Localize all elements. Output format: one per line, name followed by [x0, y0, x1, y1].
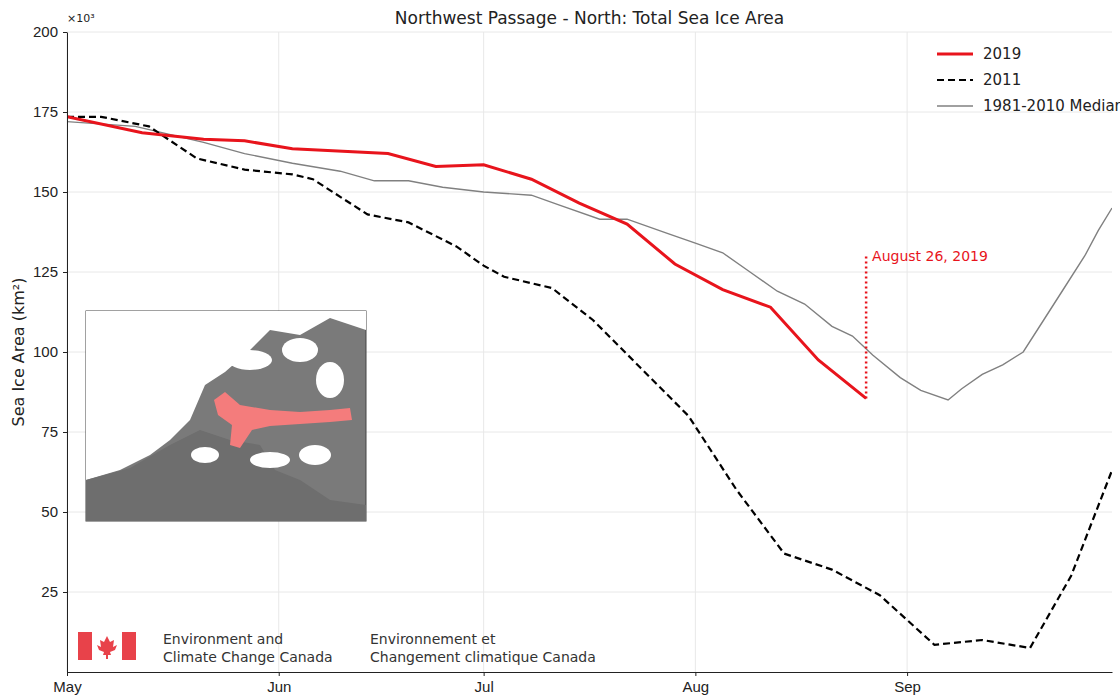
- tick: 125: [33, 263, 67, 280]
- chart: 25 50 75 100 125 150 175 200 May Jun Jul Aug Sep Nort…: [0, 0, 1120, 700]
- grid-line: [67, 112, 1112, 113]
- series-line: [67, 117, 1112, 648]
- legend-label: 2019: [983, 45, 1021, 63]
- tick: Aug: [683, 672, 710, 695]
- legend-label: 1981-2010 Median: [983, 97, 1120, 115]
- x-axis: May Jun Jul Aug Sep: [53, 672, 1112, 695]
- footer: Environment and Climate Change Canada Envi…: [78, 631, 596, 665]
- flag-bar: [122, 632, 136, 660]
- tick-label: Sep: [894, 678, 921, 695]
- tick-label: Jul: [475, 678, 494, 695]
- tick-mark: [63, 352, 67, 353]
- legend-swatch: [937, 79, 973, 81]
- annotation-line: [865, 256, 868, 398]
- inset-map: [86, 311, 366, 521]
- tick: 100: [33, 343, 67, 360]
- tick-label: 150: [33, 183, 58, 200]
- maple-leaf: [97, 636, 117, 659]
- map-water: [282, 338, 318, 362]
- tick: 25: [41, 583, 67, 600]
- tick-mark: [279, 672, 280, 676]
- map-water: [191, 447, 219, 463]
- y-axis: 25 50 75 100 125 150 175 200: [33, 23, 68, 672]
- tick: 75: [41, 423, 67, 440]
- tick-mark: [63, 592, 67, 593]
- series-line: [67, 117, 866, 399]
- tick-label: 75: [41, 423, 58, 440]
- series-line: [67, 122, 1112, 400]
- tick: Sep: [894, 672, 921, 695]
- map-water: [299, 445, 331, 465]
- tick-label: 175: [33, 103, 58, 120]
- grid-line: [67, 192, 1112, 193]
- tick-label: 25: [41, 583, 58, 600]
- tick: Jul: [475, 672, 494, 695]
- grid-line: [67, 32, 1112, 33]
- tick-mark: [63, 272, 67, 273]
- tick-mark: [695, 672, 696, 676]
- grid-line: [67, 592, 1112, 593]
- legend-label: 2011: [983, 71, 1021, 89]
- legend-swatch: [937, 53, 973, 56]
- axis-line: [68, 672, 1113, 673]
- legend-swatch: [937, 105, 973, 106]
- footer-text: Changement climatique Canada: [370, 649, 596, 665]
- axis-line: [67, 33, 68, 673]
- tick: 50: [41, 503, 67, 520]
- tick-mark: [63, 32, 67, 33]
- map-water: [228, 350, 272, 370]
- grid-line: [67, 272, 1112, 273]
- map-water: [250, 452, 290, 468]
- y-scale-label: ×10³: [67, 12, 95, 25]
- annotation-text: August 26, 2019: [872, 248, 988, 264]
- title: Northwest Passage - North: Total Sea Ice…: [395, 8, 784, 28]
- flag-bar: [78, 632, 92, 660]
- tick: 175: [33, 103, 67, 120]
- tick: 150: [33, 183, 67, 200]
- tick-mark: [907, 672, 908, 676]
- tick-label: 50: [41, 503, 58, 520]
- map-passage: [214, 392, 352, 448]
- footer-text: Climate Change Canada: [163, 649, 333, 665]
- tick-mark: [63, 192, 67, 193]
- footer-text: Environment and: [163, 631, 283, 647]
- tick-label: May: [53, 678, 82, 695]
- tick-mark: [63, 112, 67, 113]
- tick: Jun: [267, 672, 291, 695]
- footer-text: Environnement et: [370, 631, 496, 647]
- tick: May: [53, 672, 82, 695]
- tick-mark: [484, 672, 485, 676]
- lines: [67, 117, 1112, 648]
- tick-mark: [63, 512, 67, 513]
- tick-label: 100: [33, 343, 58, 360]
- tick-label: 125: [33, 263, 58, 280]
- grid: [67, 32, 1112, 672]
- tick-mark: [63, 432, 67, 433]
- annotation: August 26, 2019: [866, 248, 988, 398]
- map-water: [316, 362, 344, 398]
- tick-label: 200: [33, 23, 58, 40]
- tick-mark: [67, 672, 68, 676]
- map-frame: [86, 311, 366, 521]
- tick: 200: [33, 23, 67, 40]
- legend: 2019 2011 1981-2010 Median: [937, 45, 1120, 115]
- map-land: [86, 430, 366, 521]
- tick-label: Aug: [683, 678, 710, 695]
- tick-label: Jun: [267, 678, 291, 695]
- y-label: Sea Ice Area (km²): [9, 278, 28, 427]
